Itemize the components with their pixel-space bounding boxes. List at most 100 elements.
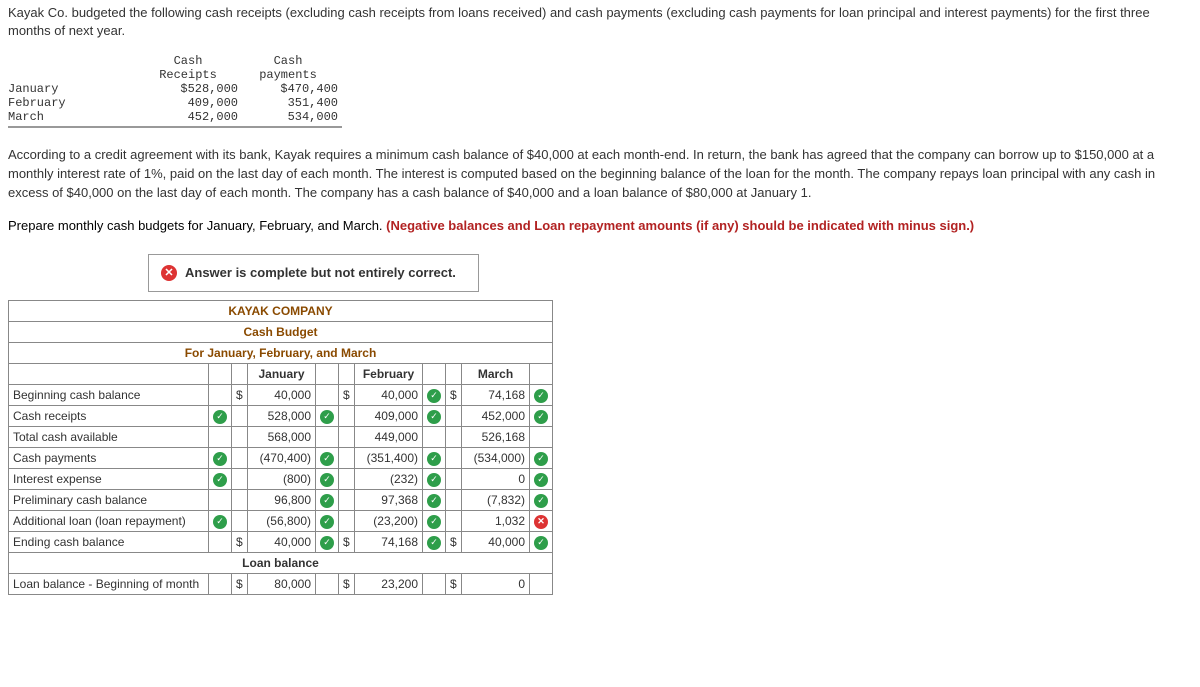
loan-val-feb[interactable]: 23,200: [355, 573, 423, 594]
sym-jan: $: [232, 384, 248, 405]
loan-sym-feb: $: [339, 573, 355, 594]
hdr-payments: payments: [238, 68, 338, 82]
mar-payments: 534,000: [238, 110, 338, 124]
sym-mar: [446, 468, 462, 489]
val-feb[interactable]: 409,000: [355, 405, 423, 426]
instructions: Prepare monthly cash budgets for January…: [8, 217, 1192, 236]
receipts-payments-table: Cash Cash Receipts payments January $528…: [8, 54, 342, 128]
check-icon: ✓: [427, 515, 441, 529]
val-jan[interactable]: (56,800): [248, 510, 316, 531]
check-icon: ✓: [427, 389, 441, 403]
budget-row: Additional loan (loan repayment)✓(56,800…: [9, 510, 553, 531]
mark-mar: [530, 426, 553, 447]
check-icon: ✓: [320, 536, 334, 550]
val-jan[interactable]: 40,000: [248, 384, 316, 405]
check-icon: ✓: [534, 410, 548, 424]
val-jan[interactable]: 568,000: [248, 426, 316, 447]
row-check: ✓: [209, 405, 232, 426]
val-mar[interactable]: 452,000: [462, 405, 530, 426]
row-label: Cash receipts: [9, 405, 209, 426]
val-feb[interactable]: (23,200): [355, 510, 423, 531]
val-jan[interactable]: 528,000: [248, 405, 316, 426]
mark-mar: ✓: [530, 384, 553, 405]
val-jan[interactable]: 40,000: [248, 531, 316, 552]
sym-mar: $: [446, 531, 462, 552]
check-icon: ✓: [534, 494, 548, 508]
mark-mar: ✓: [530, 531, 553, 552]
val-feb[interactable]: (232): [355, 468, 423, 489]
mar-receipts: 452,000: [138, 110, 238, 124]
month-mar: March: [8, 110, 138, 124]
val-feb[interactable]: 74,168: [355, 531, 423, 552]
instr-red: (Negative balances and Loan repayment am…: [386, 218, 974, 233]
loan-val-mar[interactable]: 0: [462, 573, 530, 594]
col-march: March: [462, 363, 530, 384]
val-mar[interactable]: 1,032: [462, 510, 530, 531]
sym-jan: [232, 510, 248, 531]
check-icon: ✓: [320, 494, 334, 508]
instr-black: Prepare monthly cash budgets for January…: [8, 218, 386, 233]
row-label: Total cash available: [9, 426, 209, 447]
check-icon: ✓: [320, 515, 334, 529]
row-label: Additional loan (loan repayment): [9, 510, 209, 531]
hdr-receipts: Receipts: [138, 68, 238, 82]
mark-jan: ✓: [316, 489, 339, 510]
val-feb[interactable]: 449,000: [355, 426, 423, 447]
mark-jan: ✓: [316, 405, 339, 426]
check-icon: ✓: [427, 536, 441, 550]
feb-receipts: 409,000: [138, 96, 238, 110]
mark-feb: ✓: [423, 531, 446, 552]
sym-mar: [446, 510, 462, 531]
loan-balance-header: Loan balance: [9, 552, 553, 573]
val-mar[interactable]: 74,168: [462, 384, 530, 405]
row-label: Ending cash balance: [9, 531, 209, 552]
loan-val-jan[interactable]: 80,000: [248, 573, 316, 594]
val-mar[interactable]: (534,000): [462, 447, 530, 468]
loan-sym-mar: $: [446, 573, 462, 594]
check-icon: ✓: [320, 473, 334, 487]
status-text: Answer is complete but not entirely corr…: [185, 265, 456, 280]
sym-jan: [232, 468, 248, 489]
loan-beginning-row: Loan balance - Beginning of month $ 80,0…: [9, 573, 553, 594]
val-mar[interactable]: (7,832): [462, 489, 530, 510]
budget-row: Interest expense✓(800)✓(232)✓0✓: [9, 468, 553, 489]
check-icon: ✓: [213, 410, 227, 424]
hdr-cash-2: Cash: [238, 54, 338, 68]
sym-feb: [339, 447, 355, 468]
row-check: [209, 531, 232, 552]
jan-receipts: $528,000: [138, 82, 238, 96]
sym-jan: [232, 405, 248, 426]
mark-feb: ✓: [423, 405, 446, 426]
mark-mar: ✓: [530, 447, 553, 468]
val-feb[interactable]: (351,400): [355, 447, 423, 468]
mark-jan: ✓: [316, 510, 339, 531]
budget-row: Cash receipts✓528,000✓409,000✓452,000✓: [9, 405, 553, 426]
val-jan[interactable]: (800): [248, 468, 316, 489]
feb-payments: 351,400: [238, 96, 338, 110]
row-check: [209, 384, 232, 405]
mark-feb: ✓: [423, 384, 446, 405]
col-january: January: [248, 363, 316, 384]
val-feb[interactable]: 97,368: [355, 489, 423, 510]
mark-jan: ✓: [316, 468, 339, 489]
row-label: Preliminary cash balance: [9, 489, 209, 510]
check-icon: ✓: [213, 452, 227, 466]
budget-row: Ending cash balance$40,000✓$74,168✓$40,0…: [9, 531, 553, 552]
val-mar[interactable]: 0: [462, 468, 530, 489]
val-mar[interactable]: 526,168: [462, 426, 530, 447]
check-icon: ✓: [427, 452, 441, 466]
mark-feb: ✓: [423, 447, 446, 468]
check-icon: ✓: [534, 473, 548, 487]
cash-budget-table: KAYAK COMPANY Cash Budget For January, F…: [8, 300, 553, 595]
val-jan[interactable]: (470,400): [248, 447, 316, 468]
val-mar[interactable]: 40,000: [462, 531, 530, 552]
sym-feb: [339, 510, 355, 531]
sym-mar: [446, 489, 462, 510]
row-check: ✓: [209, 510, 232, 531]
col-february: February: [355, 363, 423, 384]
val-jan[interactable]: 96,800: [248, 489, 316, 510]
sym-feb: [339, 426, 355, 447]
sym-mar: $: [446, 384, 462, 405]
check-icon: ✓: [320, 452, 334, 466]
val-feb[interactable]: 40,000: [355, 384, 423, 405]
